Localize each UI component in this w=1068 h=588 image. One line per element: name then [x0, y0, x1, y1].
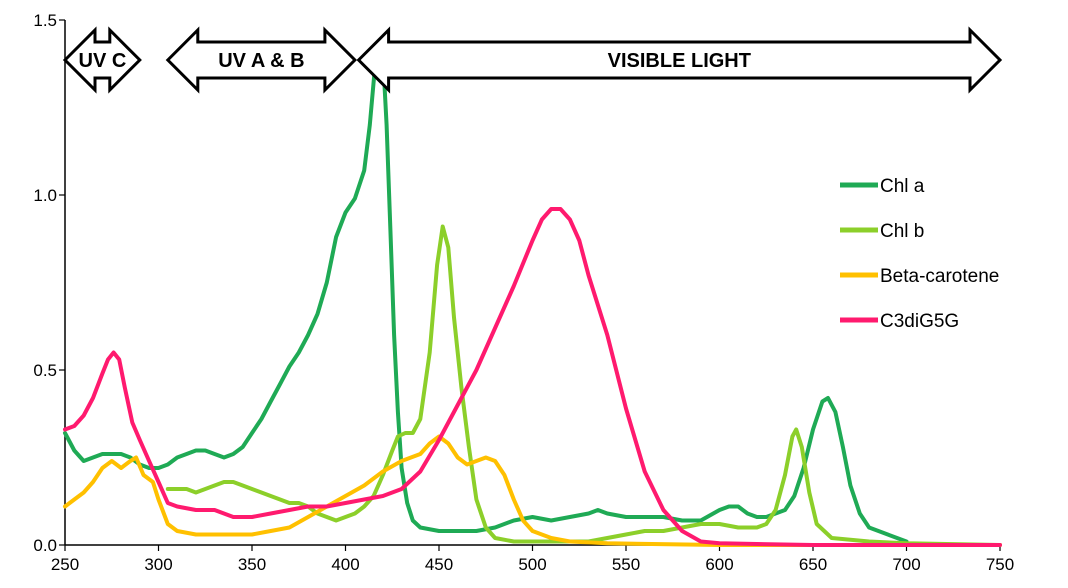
y-tick-label: 0.5 [33, 361, 57, 380]
y-tick-label: 0.0 [33, 536, 57, 555]
y-tick-label: 1.5 [33, 11, 57, 30]
wavelength-bands: UV C UV A & B VISIBLE LIGHT [62, 26, 1003, 94]
legend-label: Beta-carotene [880, 266, 999, 287]
band-arrow [62, 26, 142, 94]
x-tick-label: 350 [238, 555, 266, 574]
band-label: VISIBLE LIGHT [608, 50, 751, 72]
band-label: UV C [79, 50, 127, 72]
series-line-chl-a [63, 39, 909, 544]
x-tick-label: 700 [892, 555, 920, 574]
y-tick-group: 0.0 0.5 1.0 1.5 [33, 11, 65, 555]
y-tick-label: 1.0 [33, 186, 57, 205]
band-arrow [356, 26, 1003, 94]
x-tick-label: 450 [425, 555, 453, 574]
legend-label: C3diG5G [880, 311, 959, 332]
x-tick-label: 500 [518, 555, 546, 574]
x-tick-label: 550 [612, 555, 640, 574]
x-tick-label: 750 [986, 555, 1014, 574]
legend: Chl a Chl b Beta-carotene C3diG5G [840, 176, 999, 332]
x-tick-label: 400 [331, 555, 359, 574]
series-group [63, 39, 1002, 547]
series-line-c3dig5g [63, 207, 1002, 547]
legend-label: Chl b [880, 221, 924, 242]
x-tick-group: 250 300 350 400 450 500 550 600 650 700 750 [51, 545, 1014, 574]
legend-label: Chl a [880, 176, 925, 197]
series-line-chl-b [165, 224, 1002, 547]
x-tick-label: 650 [799, 555, 827, 574]
band-arrow [165, 26, 358, 94]
x-tick-label: 300 [144, 555, 172, 574]
x-tick-label: 600 [705, 555, 733, 574]
axes [64, 20, 1000, 546]
x-tick-label: 250 [51, 555, 79, 574]
series-line-beta-carotene [63, 434, 1002, 547]
band-label: UV A & B [218, 50, 304, 72]
